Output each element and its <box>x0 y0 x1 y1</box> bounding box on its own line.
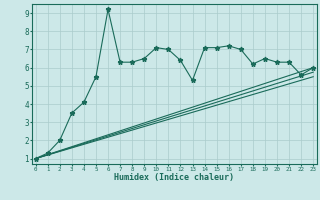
X-axis label: Humidex (Indice chaleur): Humidex (Indice chaleur) <box>115 173 234 182</box>
